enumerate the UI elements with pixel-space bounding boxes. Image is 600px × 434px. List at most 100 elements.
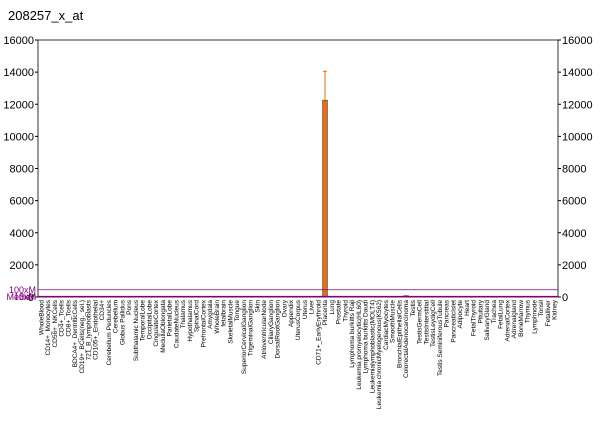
x-tick-label: Lymphoma burkitts Raji xyxy=(349,300,356,368)
x-tick-label: SkeletalMuscle xyxy=(227,300,234,344)
x-tick-label: CD56+_NKCells xyxy=(52,299,59,347)
y2-tick-label: 16000 xyxy=(562,35,593,47)
y2-tick-label: 0 xyxy=(562,292,568,304)
x-tick-label: UterusCorpus xyxy=(295,299,302,340)
y-tick-label: 16000 xyxy=(3,35,34,47)
x-tick-label: WholeBrain xyxy=(214,300,221,334)
x-tick-label: SalivaryGland xyxy=(484,300,491,341)
x-tick-label: CD71+_EarlyErythroid xyxy=(315,300,322,365)
x-tick-label: TestisInterstitial xyxy=(423,299,430,344)
x-tick-label: Adrenalgland xyxy=(511,300,518,339)
x-tick-label: CD4+_Tcells xyxy=(59,299,66,336)
x-tick-label: Cerebellum xyxy=(113,300,120,333)
y-tick-label: 2000 xyxy=(10,260,34,272)
x-tick-label: Lymphnode xyxy=(531,300,538,334)
y2-tick-label: 2000 xyxy=(562,260,586,272)
x-tick-label: TestisGermCell xyxy=(417,299,424,344)
x-tick-label: Thyroid xyxy=(342,300,349,322)
y2-tick-label: 14000 xyxy=(562,67,593,79)
x-tick-label: Leukemia chronicMyelogenous(K562) xyxy=(376,300,383,409)
y-tick-label: 6000 xyxy=(10,196,34,208)
reference-label: 100xM xyxy=(9,285,36,295)
x-tick-label: MedullaOblongata xyxy=(160,300,167,353)
x-tick-label: Thalamus xyxy=(180,299,187,328)
y2-tick-label: 6000 xyxy=(562,196,586,208)
x-tick-label: CD34+ xyxy=(99,300,106,321)
x-tick-label: PrefrontalCortex xyxy=(200,299,207,347)
x-tick-label: Pancreas xyxy=(444,299,451,327)
y-tick-label: 4000 xyxy=(10,228,34,240)
x-tick-label: Placenta xyxy=(322,300,329,326)
y2-tick-label: 10000 xyxy=(562,131,593,143)
x-tick-label: WholeBlood xyxy=(38,300,45,335)
x-tick-label: Testis SeminiferousTubule xyxy=(437,300,444,376)
x-tick-label: Liver xyxy=(309,299,316,314)
x-tick-label: AtrioventricularNode xyxy=(261,300,268,359)
x-tick-label: ColorectalAdenocarcinoma xyxy=(403,300,410,378)
x-tick-label: Globus Pallidus xyxy=(119,299,126,345)
bar xyxy=(322,99,328,298)
y-tick-label: 8000 xyxy=(10,164,34,176)
x-tick-label: DorsalRootGanglion xyxy=(275,300,282,359)
x-tick-label: TrigeminalGanglion xyxy=(248,300,255,357)
x-tick-label: FetalThyroid xyxy=(471,300,478,337)
x-tick-label: Cerebellum Peduncles xyxy=(106,299,113,365)
x-tick-label: Tongue xyxy=(234,300,241,322)
x-tick-label: Trachea xyxy=(491,300,498,324)
x-tick-label: CD19+_BCells(neg._sel.) xyxy=(79,300,86,374)
x-tick-label: Uterus xyxy=(302,299,309,319)
x-tick-label: CD8+_Tcells xyxy=(65,299,72,336)
x-tick-label: FetalLung xyxy=(498,300,505,329)
x-tick-label: BDCA4+_DentriticCells xyxy=(72,299,79,367)
x-tick-label: ParietalLobe xyxy=(167,300,174,337)
plot-frame xyxy=(37,39,559,298)
y-tick-label: 12000 xyxy=(3,99,34,111)
x-tick-label: fetalbrain xyxy=(221,300,228,327)
x-tick-label: Testis xyxy=(410,299,417,316)
y2-tick-label: 12000 xyxy=(562,99,593,111)
x-tick-label: Lymphoma burkitts Daudi xyxy=(363,300,370,373)
x-tick-label: PancreaticIslet xyxy=(450,300,457,343)
chart-title: 208257_x_at xyxy=(8,8,84,23)
x-tick-label: BoneMarrow xyxy=(518,300,525,337)
reference-label: Median xyxy=(6,292,36,302)
x-tick-label: Appendix xyxy=(288,299,295,327)
x-tick-label: Lung xyxy=(329,300,336,315)
x-tick-label: Heart xyxy=(464,300,471,316)
y2-tick-label: 8000 xyxy=(562,164,586,176)
reference-label: 3xM xyxy=(19,292,36,302)
x-tick-label: Fetalliver xyxy=(545,299,552,326)
x-tick-label: BronchialEpithelialCells xyxy=(396,299,403,368)
x-tick-label: CaudateNucleus xyxy=(173,299,180,348)
x-tick-label: Leukemia promyelocytic(HL60) xyxy=(356,300,363,390)
x-tick-label: AdrenalCortex xyxy=(504,299,511,341)
x-tick-label: Leukemialymphoblastic(MOLT4) xyxy=(369,300,376,393)
x-tick-label: Skin xyxy=(254,300,261,313)
x-tick-label: SuperiorCervicalGanglion xyxy=(241,300,248,374)
x-tick-label: SpinalCord xyxy=(194,300,201,333)
y-tick-label: 10000 xyxy=(3,131,34,143)
x-tick-label: SmoothMuscle xyxy=(390,300,397,343)
x-tick-label: Amygdala xyxy=(207,300,214,329)
x-tick-label: Kidney xyxy=(552,299,559,320)
x-tick-label: CiliaryGanglion xyxy=(268,300,275,344)
x-tick-label: Prostate xyxy=(336,300,343,325)
x-tick-label: Adipocyte xyxy=(457,300,464,329)
x-tick-label: TestisLeydigCell xyxy=(430,299,437,347)
x-tick-label: Hypothalamus xyxy=(187,299,194,341)
x-tick-label: 721_B_lymphoblasts xyxy=(86,299,93,360)
x-tick-label: Thymus xyxy=(525,299,532,323)
x-tick-label: Subthalamic Nucleus xyxy=(133,299,140,361)
x-tick-label: Pons xyxy=(126,299,133,315)
x-tick-label: CardiacMyocytes xyxy=(383,299,390,350)
x-tick-label: CD14+_Monocytes xyxy=(45,299,52,355)
x-tick-label: CD105+_Endothelial xyxy=(92,299,99,359)
reference-label: 10xM xyxy=(14,291,36,301)
x-tick-label: OccipitalLobe xyxy=(146,300,153,340)
y2-tick-label: 4000 xyxy=(562,228,586,240)
y-tick-label: 14000 xyxy=(3,67,34,79)
x-tick-label: Tonsil xyxy=(538,299,545,316)
y-tick-label: 0 xyxy=(28,292,34,304)
x-tick-label: Ovary xyxy=(281,299,288,317)
x-tick-label: TemporalLobe xyxy=(140,300,147,342)
